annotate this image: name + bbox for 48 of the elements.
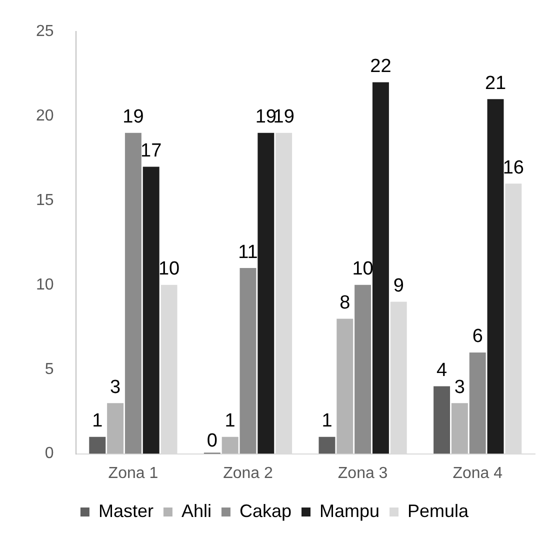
data-label: 3 <box>454 376 465 398</box>
data-label: 22 <box>370 56 392 77</box>
legend-label: Pemula <box>408 500 470 521</box>
bar <box>434 386 450 454</box>
x-tick-label: Zona 1 <box>108 464 158 482</box>
y-tick-label: 15 <box>36 192 54 209</box>
data-label: 1 <box>92 410 103 432</box>
bar <box>318 436 336 454</box>
bar <box>451 403 468 454</box>
x-tick-label: Zona 3 <box>338 464 388 482</box>
data-label: 6 <box>472 326 483 348</box>
bar <box>258 132 274 454</box>
bar <box>354 284 372 454</box>
legend-label: Mampu <box>320 500 380 521</box>
data-label: 16 <box>502 157 524 178</box>
data-label: 19 <box>122 106 144 128</box>
data-label: 9 <box>393 276 404 297</box>
y-tick-label: 10 <box>36 276 54 294</box>
data-label: 3 <box>110 376 121 398</box>
data-label: 21 <box>484 72 506 94</box>
bar <box>336 318 354 454</box>
legend-label: Master <box>98 500 154 521</box>
data-label: 8 <box>340 292 350 314</box>
bar <box>372 82 389 454</box>
legend-label: Cakap <box>239 500 292 521</box>
bar <box>89 436 106 454</box>
data-label: 10 <box>352 258 374 280</box>
bar <box>240 268 256 454</box>
data-label: 1 <box>322 410 332 432</box>
x-tick-label: Zona 2 <box>223 464 274 482</box>
data-label: 11 <box>238 242 258 263</box>
data-label: 17 <box>140 140 162 162</box>
bar <box>222 436 238 454</box>
data-label: 4 <box>436 360 448 381</box>
bar <box>469 352 486 454</box>
bar <box>487 99 504 454</box>
y-tick-label: 20 <box>36 107 54 124</box>
bar <box>142 166 160 454</box>
data-label: 1 <box>224 410 236 432</box>
legend-label: Ahli <box>181 500 212 521</box>
data-label: 0 <box>206 430 218 452</box>
y-tick-label: 0 <box>44 445 54 462</box>
bar <box>107 403 124 454</box>
y-tick-label: 5 <box>44 360 54 378</box>
x-tick-label: Zona 4 <box>452 464 503 482</box>
data-label: 10 <box>158 258 180 280</box>
y-tick-label: 25 <box>36 23 54 40</box>
bar <box>124 132 142 454</box>
